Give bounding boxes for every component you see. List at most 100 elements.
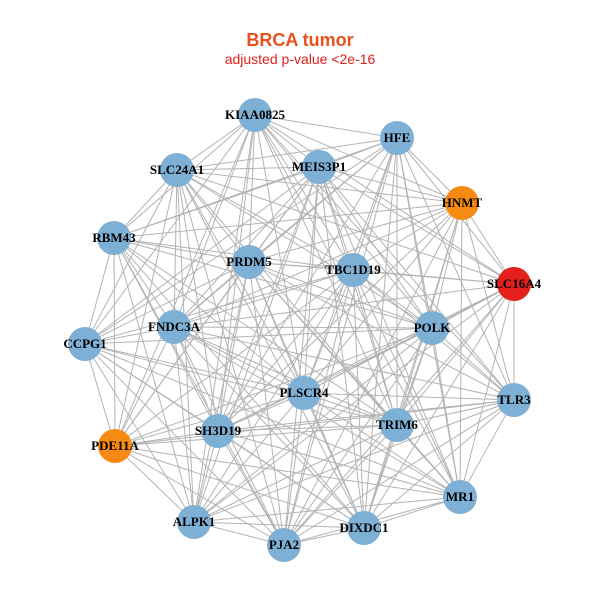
edge-ccpg1-plscr4: [84, 343, 305, 394]
edge-sh3d19-trim6: [217, 424, 398, 432]
node-circle: [98, 429, 132, 463]
chart-title: BRCA tumor: [246, 30, 354, 50]
edge-slc24a1-trim6: [176, 169, 398, 426]
edge-prdm5-polk: [248, 261, 433, 329]
node-prdm5: PRDM5: [226, 245, 272, 279]
edge-tlr3-trim6: [396, 399, 515, 426]
node-label: PDE11A: [91, 438, 139, 453]
edge-rbm43-tbc1d19: [113, 237, 354, 271]
edge-meis3p1-hnmt: [318, 166, 463, 204]
node-pde11a: PDE11A: [91, 429, 139, 463]
node-fndc3a: FNDC3A: [148, 310, 201, 344]
edge-rbm43-ccpg1: [84, 237, 115, 345]
edge-ccpg1-pja2: [84, 343, 285, 546]
node-polk: POLK: [414, 311, 451, 345]
edge-pde11a-pja2: [114, 445, 285, 546]
edge-fndc3a-sh3d19: [173, 326, 219, 432]
edge-trim6-pde11a: [114, 424, 398, 447]
node-label: CCPG1: [63, 336, 106, 351]
edge-slc24a1-slc16a4: [176, 169, 515, 285]
edge-tbc1d19-ccpg1: [84, 269, 354, 345]
edge-rbm43-fndc3a: [113, 237, 175, 328]
node-plscr4: PLSCR4: [279, 376, 329, 410]
edge-meis3p1-ccpg1: [84, 166, 320, 345]
edge-prdm5-pde11a: [114, 261, 250, 447]
edge-hnmt-tlr3: [461, 202, 515, 401]
edge-plscr4-mr1: [303, 392, 461, 498]
edge-slc16a4-dixdc1: [363, 283, 515, 529]
node-label: RBM43: [92, 230, 136, 245]
edge-kiaa0825-ccpg1: [84, 114, 256, 345]
edge-ccpg1-polk: [84, 327, 433, 345]
edge-tbc1d19-pja2: [283, 269, 354, 546]
edge-hfe-ccpg1: [84, 137, 398, 345]
edge-slc24a1-prdm5: [176, 169, 250, 263]
edge-fndc3a-tlr3: [173, 326, 515, 401]
edge-rbm43-dixdc1: [113, 237, 365, 529]
node-tlr3: TLR3: [497, 383, 531, 417]
edge-fndc3a-plscr4: [173, 326, 305, 394]
node-circle: [336, 253, 370, 287]
edge-kiaa0825-polk: [254, 114, 433, 329]
edge-tbc1d19-mr1: [352, 269, 461, 498]
node-label: PLSCR4: [279, 385, 329, 400]
node-alpk1: ALPK1: [173, 505, 215, 539]
edge-plscr4-tlr3: [303, 392, 515, 401]
edge-mr1-alpk1: [193, 496, 461, 523]
node-label: TRIM6: [376, 417, 418, 432]
node-label: SH3D19: [195, 423, 242, 438]
node-circle: [287, 376, 321, 410]
edge-prdm5-sh3d19: [217, 261, 250, 432]
node-circle: [497, 383, 531, 417]
node-circle: [97, 221, 131, 255]
node-circle: [347, 511, 381, 545]
edge-hnmt-prdm5: [248, 202, 463, 263]
edge-slc16a4-trim6: [396, 283, 515, 426]
edge-meis3p1-rbm43: [113, 166, 320, 239]
edge-kiaa0825-hfe: [254, 114, 398, 139]
edge-slc24a1-pja2: [176, 169, 285, 546]
node-hfe: HFE: [380, 121, 414, 155]
edge-tbc1d19-dixdc1: [352, 269, 365, 529]
node-circle: [302, 150, 336, 184]
edge-meis3p1-tlr3: [318, 166, 515, 401]
edge-meis3p1-sh3d19: [217, 166, 320, 432]
node-label: DIXDC1: [339, 520, 388, 535]
edge-hnmt-dixdc1: [363, 202, 463, 529]
edge-meis3p1-trim6: [318, 166, 398, 426]
edge-sh3d19-pde11a: [114, 430, 219, 447]
edge-hfe-fndc3a: [173, 137, 398, 328]
node-pja2: PJA2: [267, 528, 301, 562]
edge-hfe-tbc1d19: [352, 137, 398, 271]
edge-meis3p1-pja2: [283, 166, 320, 546]
edge-slc24a1-hnmt: [176, 169, 463, 204]
edge-ccpg1-trim6: [84, 343, 398, 426]
edge-hfe-slc24a1: [176, 137, 398, 171]
node-circle: [497, 267, 531, 301]
edge-tbc1d19-fndc3a: [173, 269, 354, 328]
node-circle: [232, 245, 266, 279]
edge-slc24a1-alpk1: [176, 169, 195, 523]
edge-rbm43-prdm5: [113, 237, 250, 263]
edge-pde11a-dixdc1: [114, 445, 365, 529]
node-label: SLC24A1: [150, 162, 204, 177]
edge-hnmt-pja2: [283, 202, 463, 546]
edge-pde11a-mr1: [114, 445, 461, 498]
edge-sh3d19-dixdc1: [217, 430, 365, 529]
edge-prdm5-ccpg1: [84, 261, 250, 345]
edge-slc24a1-dixdc1: [176, 169, 365, 529]
node-circle: [157, 310, 191, 344]
node-dixdc1: DIXDC1: [339, 511, 389, 545]
edge-prdm5-alpk1: [193, 261, 250, 523]
node-circle: [177, 505, 211, 539]
edge-slc16a4-fndc3a: [173, 283, 515, 328]
edge-kiaa0825-fndc3a: [173, 114, 256, 328]
edge-polk-mr1: [431, 327, 461, 498]
node-rbm43: RBM43: [92, 221, 136, 255]
edge-meis3p1-mr1: [318, 166, 461, 498]
node-layer: KIAA0825 HFE SLC24A1 MEIS3P1 HNMT RBM43 PRDM5 T…: [63, 98, 542, 562]
edge-tlr3-dixdc1: [363, 399, 515, 529]
edge-fndc3a-dixdc1: [173, 326, 365, 529]
edge-hnmt-tbc1d19: [352, 202, 463, 271]
